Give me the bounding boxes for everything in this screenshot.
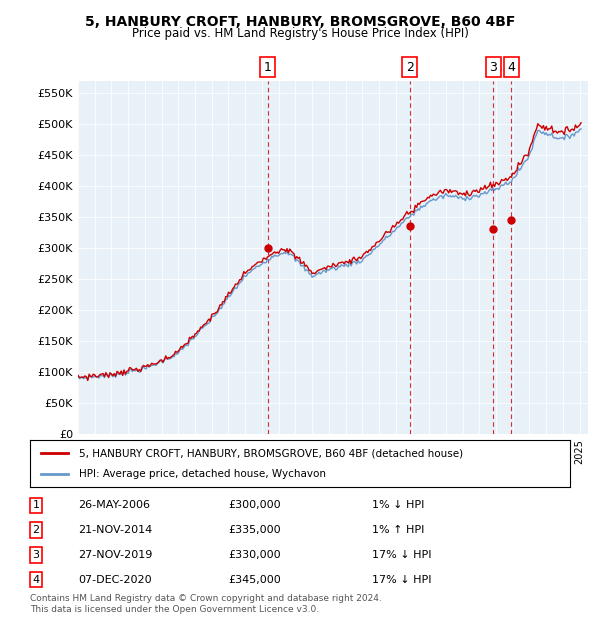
- Text: 1: 1: [263, 61, 271, 74]
- Text: 4: 4: [32, 575, 40, 585]
- Text: 5, HANBURY CROFT, HANBURY, BROMSGROVE, B60 4BF (detached house): 5, HANBURY CROFT, HANBURY, BROMSGROVE, B…: [79, 448, 463, 458]
- Text: 27-NOV-2019: 27-NOV-2019: [78, 550, 152, 560]
- Text: £335,000: £335,000: [228, 525, 281, 535]
- Text: 1: 1: [32, 500, 40, 510]
- Text: 17% ↓ HPI: 17% ↓ HPI: [372, 550, 431, 560]
- Text: 5, HANBURY CROFT, HANBURY, BROMSGROVE, B60 4BF: 5, HANBURY CROFT, HANBURY, BROMSGROVE, B…: [85, 16, 515, 30]
- Text: 1% ↓ HPI: 1% ↓ HPI: [372, 500, 424, 510]
- Text: Price paid vs. HM Land Registry's House Price Index (HPI): Price paid vs. HM Land Registry's House …: [131, 27, 469, 40]
- Text: 1% ↑ HPI: 1% ↑ HPI: [372, 525, 424, 535]
- Text: 2: 2: [32, 525, 40, 535]
- Text: 17% ↓ HPI: 17% ↓ HPI: [372, 575, 431, 585]
- Text: 3: 3: [32, 550, 40, 560]
- Text: 26-MAY-2006: 26-MAY-2006: [78, 500, 150, 510]
- Text: Contains HM Land Registry data © Crown copyright and database right 2024.
This d: Contains HM Land Registry data © Crown c…: [30, 595, 382, 614]
- Text: £330,000: £330,000: [228, 550, 281, 560]
- Text: 21-NOV-2014: 21-NOV-2014: [78, 525, 152, 535]
- Text: 2: 2: [406, 61, 413, 74]
- Text: £300,000: £300,000: [228, 500, 281, 510]
- Text: £345,000: £345,000: [228, 575, 281, 585]
- Text: 3: 3: [490, 61, 497, 74]
- Text: 4: 4: [508, 61, 515, 74]
- Text: 07-DEC-2020: 07-DEC-2020: [78, 575, 152, 585]
- Text: HPI: Average price, detached house, Wychavon: HPI: Average price, detached house, Wych…: [79, 469, 326, 479]
